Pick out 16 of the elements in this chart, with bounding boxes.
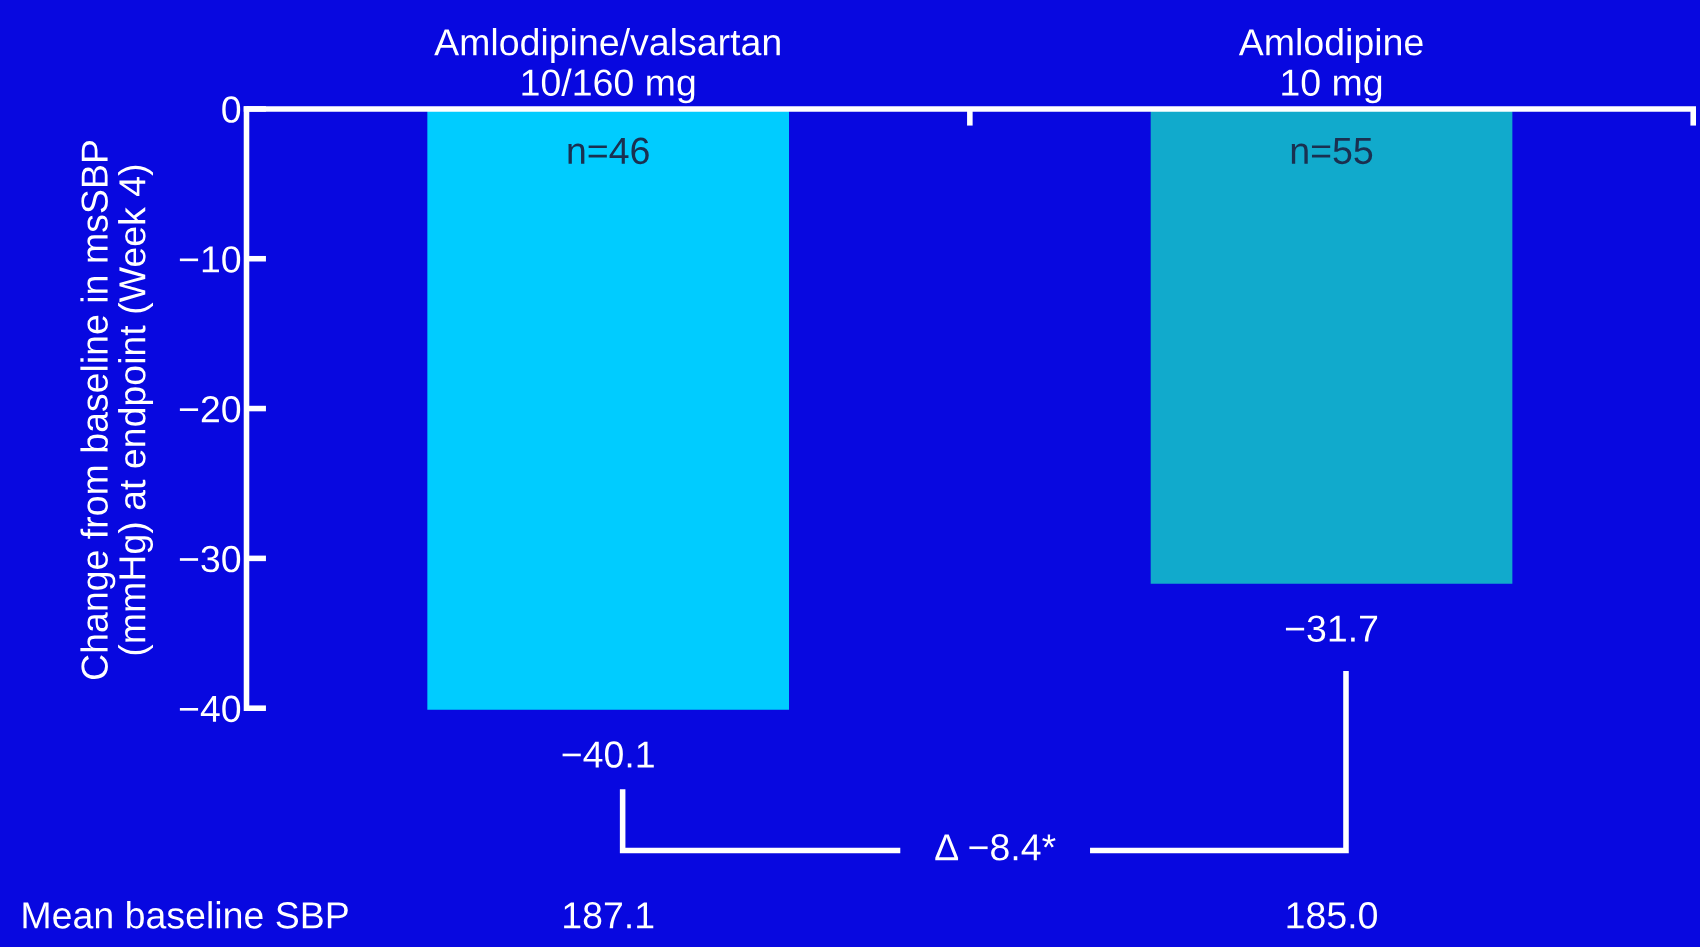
text: 185.0 xyxy=(1287,902,1377,929)
y-tick-label: −10 xyxy=(179,246,241,273)
data-label: −40.1 xyxy=(562,741,654,768)
text: Δ −8.4* xyxy=(935,834,1056,861)
text: 187.1 xyxy=(564,902,654,929)
data-label: −31.7 xyxy=(1285,615,1378,642)
y-tick-label: −30 xyxy=(179,545,241,573)
y-axis-title: Change from baseline in msSBP (mmHg) at endpoint (Week 4) xyxy=(80,141,154,680)
y-tick-label: −20 xyxy=(179,395,241,423)
y-tick-label: 0 xyxy=(222,96,241,123)
x-tick-label: Amlodipine 10 mg xyxy=(1238,28,1423,104)
y-tick-label: −40 xyxy=(179,695,241,723)
annotation: n=46 xyxy=(568,137,649,165)
text: Mean baseline SBP xyxy=(23,901,348,929)
annotation: n=55 xyxy=(1291,137,1373,165)
x-tick-label: Amlodipine/valsartan 10/160 mg xyxy=(434,28,780,104)
